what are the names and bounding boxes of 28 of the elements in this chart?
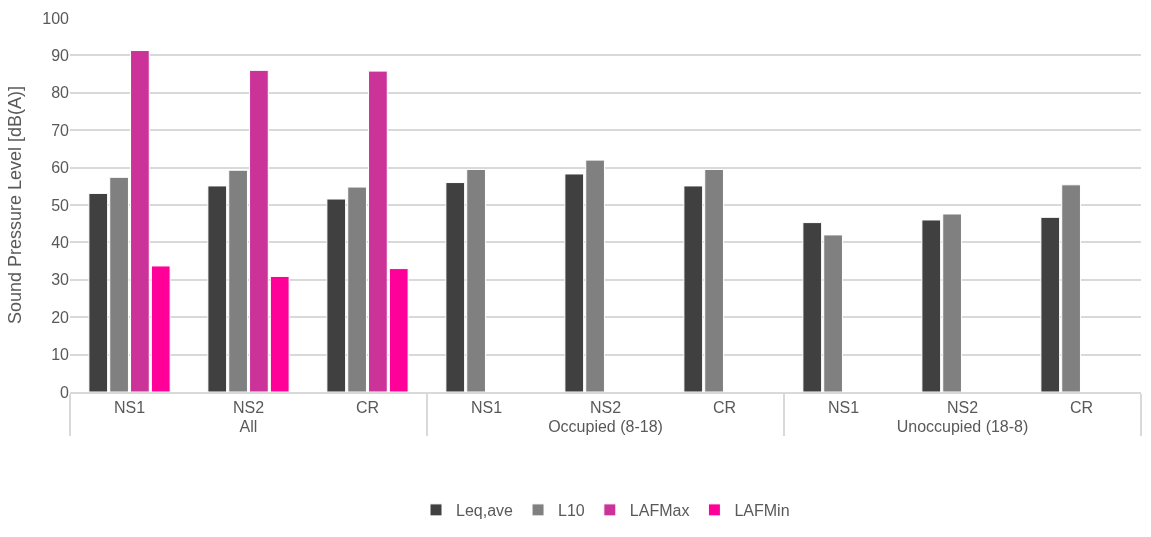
x-tick-label: NS2	[232, 398, 265, 416]
text: Unoccupied (18-8)	[896, 417, 1029, 435]
x-tick-label: NS1	[470, 398, 503, 416]
text: Occupied (8-18)	[548, 417, 663, 435]
x-tick-label: NS1	[113, 398, 146, 416]
x-tick-label: NS2	[589, 398, 622, 416]
y-tick-label: 20	[51, 308, 70, 326]
legend-label: LAFMax	[629, 502, 690, 520]
y-tick-label: 60	[51, 159, 70, 177]
x-tick-label: NS2	[946, 398, 979, 416]
y-axis-title: Sound Pressure Level [dB(A)]	[5, 85, 26, 325]
x-tick-label: CR	[1069, 398, 1094, 416]
y-tick-label: 90	[51, 47, 70, 64]
legend-label: LAFMin	[734, 502, 790, 520]
legend-label: L10	[558, 502, 585, 520]
y-tick-label: 50	[51, 196, 70, 214]
y-tick-label: 30	[51, 271, 70, 289]
y-tick-label: 70	[51, 121, 70, 139]
y-tick-label: 100	[42, 9, 70, 27]
x-tick-label: CR	[355, 398, 380, 416]
y-tick-label: 0	[60, 383, 70, 401]
legend-label: Leq,ave	[456, 502, 514, 520]
text: All	[239, 417, 258, 435]
x-tick-label: CR	[712, 398, 737, 416]
y-tick-label: 10	[51, 346, 70, 364]
x-tick-label: NS1	[827, 398, 860, 416]
y-tick-label: 40	[51, 234, 70, 251]
y-tick-label: 80	[51, 84, 70, 102]
